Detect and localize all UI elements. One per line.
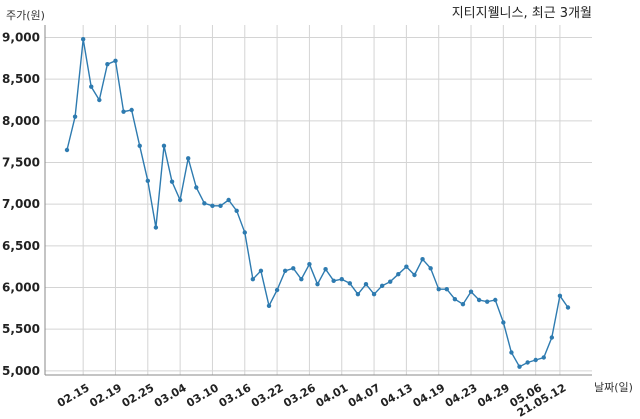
price-point: [113, 58, 118, 64]
y-tick-label: 8,000: [2, 114, 40, 128]
y-tick-label: 7,500: [2, 156, 40, 170]
price-point: [194, 185, 199, 190]
price-point: [299, 276, 304, 282]
price-point: [444, 286, 449, 292]
x-tick-label: 03.26: [281, 381, 318, 410]
price-point: [549, 335, 555, 340]
price-point: [493, 297, 498, 303]
x-tick-label: 04.23: [443, 381, 480, 410]
price-point: [291, 266, 296, 271]
axes: [44, 25, 592, 376]
price-point: [363, 281, 369, 287]
y-tick-label: 9,000: [2, 31, 40, 45]
x-tick-label: 04.01: [314, 381, 351, 410]
x-axis-label: 날짜(일): [594, 380, 633, 394]
price-point: [379, 283, 385, 289]
price-point: [145, 178, 151, 184]
price-point: [541, 355, 546, 360]
y-axis-label: 주가(원): [6, 9, 45, 22]
price-point: [517, 364, 522, 369]
x-tick-label: 03.10: [184, 381, 221, 410]
price-point: [525, 360, 530, 365]
price-point: [533, 357, 538, 363]
price-point: [460, 301, 466, 307]
x-tick-label: 02.15: [55, 381, 92, 410]
price-point: [234, 208, 239, 214]
price-point: [161, 143, 167, 149]
price-point: [266, 303, 272, 309]
price-point: [396, 271, 401, 277]
price-point: [250, 276, 256, 282]
price-point: [258, 268, 264, 274]
x-tick-label: 02.25: [120, 381, 157, 410]
price-point: [97, 97, 102, 103]
y-tick-label: 6,500: [2, 239, 40, 253]
price-point: [210, 203, 215, 209]
price-point: [177, 197, 183, 203]
price-point: [436, 286, 441, 292]
chart-title: 지티지웰니스, 최근 3개월: [452, 6, 592, 21]
price-point: [64, 147, 70, 153]
price-series: [64, 36, 571, 369]
price-point: [226, 197, 231, 203]
x-tick-label: 04.07: [346, 381, 383, 410]
y-tick-label: 5,500: [2, 322, 40, 336]
x-tick-label: 04.29: [475, 381, 512, 410]
y-tick-label: 6,000: [2, 281, 40, 295]
price-point: [153, 225, 159, 230]
price-point: [388, 279, 393, 284]
price-point: [347, 281, 353, 286]
price-point: [501, 320, 506, 325]
price-point: [129, 107, 134, 113]
price-point: [105, 61, 110, 67]
price-point: [202, 201, 207, 206]
price-point: [242, 230, 247, 235]
price-point: [428, 266, 433, 271]
price-point: [557, 293, 563, 299]
price-point: [452, 296, 458, 302]
x-tick-label: 04.13: [378, 381, 415, 410]
price-point: [72, 114, 78, 119]
y-tick-label: 5,000: [2, 364, 40, 378]
price-point: [307, 261, 312, 267]
x-tick-label: 03.04: [152, 381, 189, 410]
price-point: [274, 287, 280, 293]
price-point: [121, 109, 126, 114]
y-tick-labels: 5,000 5,500 6,000 6,500 7,000 7,500 8,000 8,500…: [2, 31, 40, 378]
price-point: [282, 268, 288, 274]
price-point: [412, 272, 417, 278]
price-point: [371, 291, 377, 297]
price-point: [565, 305, 571, 310]
price-point: [509, 350, 514, 355]
price-point: [331, 278, 336, 284]
price-point: [186, 156, 191, 161]
price-point: [355, 291, 361, 297]
price-line: [66, 39, 569, 368]
y-tick-label: 7,000: [2, 197, 40, 211]
price-point: [137, 143, 142, 149]
price-point: [218, 203, 223, 209]
grid-lines: [45, 25, 592, 375]
price-point: [80, 36, 86, 42]
x-tick-labels: 02.1502.1902.2503.0403.1003.1603.2203.26…: [55, 381, 568, 419]
price-point: [89, 84, 94, 89]
x-tick-label: 04.19: [411, 381, 448, 410]
price-point: [315, 281, 320, 287]
x-tick-label: 03.16: [217, 381, 254, 410]
price-point: [404, 264, 409, 269]
x-tick-label: 03.22: [249, 381, 286, 410]
y-tick-label: 8,500: [2, 72, 40, 86]
price-point: [169, 179, 175, 184]
price-point: [323, 266, 328, 272]
price-point: [420, 256, 425, 262]
price-point: [476, 297, 482, 303]
x-tick-label: 02.19: [87, 381, 124, 410]
price-point: [484, 299, 490, 304]
price-point: [339, 276, 344, 282]
price-point: [468, 289, 474, 294]
